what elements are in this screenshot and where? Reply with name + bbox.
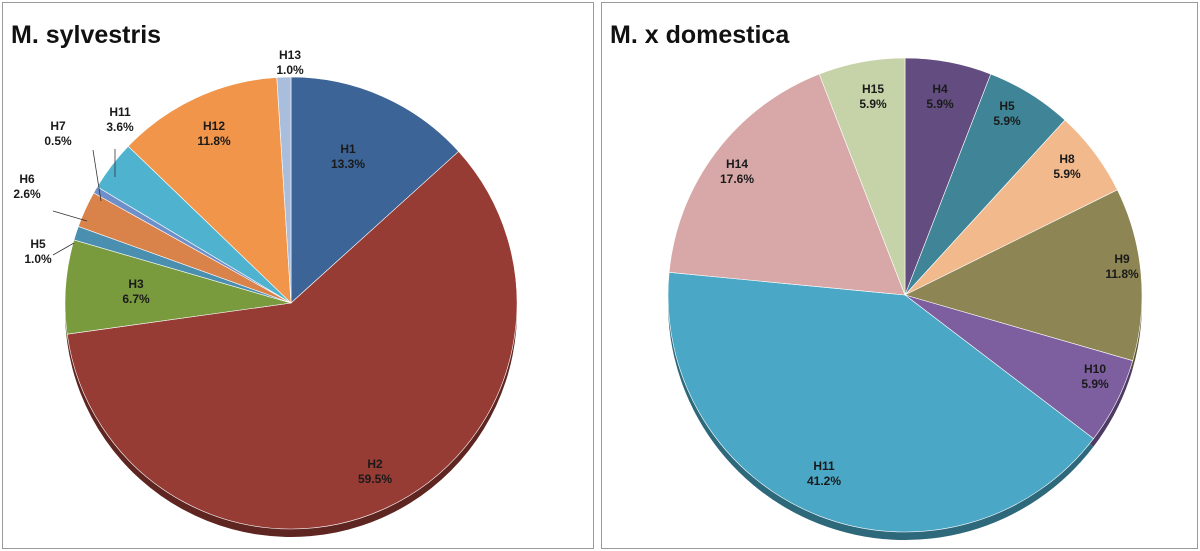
- slice-h11: [667, 272, 1094, 533]
- slice-h1: [290, 76, 460, 304]
- leader-line-h5: [52, 242, 75, 256]
- slice-name-label: H7: [50, 119, 66, 133]
- slice-name-label: H9: [1114, 252, 1130, 266]
- slice-name-label: H5: [999, 99, 1015, 113]
- pie-slices: [64, 76, 518, 530]
- slice-value-label: 0.5%: [44, 134, 72, 148]
- slice-h12: [127, 77, 292, 304]
- slice-h13: [276, 76, 292, 304]
- slice-value-label: 3.6%: [106, 120, 134, 134]
- chart-title: M. sylvestris: [11, 21, 162, 49]
- slice-value-label: 11.8%: [1105, 267, 1139, 281]
- slice-name-label: H14: [726, 157, 748, 171]
- chart-title: M. x domestica: [610, 21, 790, 49]
- leader-line-h6: [52, 210, 88, 222]
- slice-value-label: 41.2%: [807, 474, 841, 488]
- slice-name-label: H3: [128, 277, 144, 291]
- slice-name-label: H11: [813, 459, 835, 473]
- slice-name-label: H13: [279, 48, 301, 62]
- slice-name-label: H11: [109, 105, 131, 119]
- pie-slices: [667, 57, 1143, 533]
- slice-name-label: H2: [367, 457, 383, 471]
- slice-value-label: 5.9%: [993, 114, 1021, 128]
- leader-line-h7: [92, 149, 102, 202]
- slice-value-label: 5.9%: [1053, 167, 1081, 181]
- slice-value-label: 1.0%: [24, 252, 52, 266]
- slice-value-label: 2.6%: [13, 187, 41, 201]
- slice-h15: [818, 57, 906, 296]
- pie-chart-sylvestris: H113.3%H259.5%H36.7%H51.0%H62.6%H70.5%H1…: [13, 48, 518, 538]
- slice-value-label: 17.6%: [720, 172, 754, 186]
- slice-value-label: 11.8%: [197, 134, 231, 148]
- slice-name-label: H5: [30, 237, 46, 251]
- slice-value-label: 5.9%: [859, 97, 887, 111]
- slice-value-label: 5.9%: [926, 97, 954, 111]
- slice-name-label: H12: [203, 119, 225, 133]
- slice-value-label: 13.3%: [331, 157, 365, 171]
- slice-name-label: H8: [1059, 152, 1075, 166]
- pie-chart-domestica: H45.9% H55.9%H85.9%H911.8%H105.9%H1141.2%…: [667, 57, 1143, 540]
- slice-name-label: H10: [1084, 362, 1106, 376]
- slice-value-label: 6.7%: [122, 292, 150, 306]
- slice-value-label: 59.5%: [358, 472, 392, 486]
- slice-h14: [668, 73, 906, 296]
- slice-name-label: H6: [19, 172, 35, 186]
- slice-name-label: H4: [932, 82, 948, 96]
- chart-panel-domestica: M. x domestica H4 5.9% H5 5.9% H8 5.9% H9 11.8%…: [601, 2, 1198, 549]
- chart-panel-sylvestris: M. sylvestris H1 13.3% H2 59.5% H3 6.7% H5 1.0%…: [2, 2, 594, 549]
- pie-labels: H45.9% H55.9%H85.9%H911.8%H105.9%H1141.2%…: [720, 82, 1139, 488]
- slice-name-label: H15: [862, 82, 884, 96]
- pie-labels: H113.3%H259.5%H36.7%H51.0%H62.6%H70.5%H1…: [13, 48, 392, 486]
- slice-h9: [904, 189, 1143, 362]
- slice-value-label: 1.0%: [276, 63, 304, 77]
- slice-name-label: H1: [340, 142, 356, 156]
- slice-h2: [66, 151, 518, 530]
- slice-value-label: 5.9%: [1081, 377, 1109, 391]
